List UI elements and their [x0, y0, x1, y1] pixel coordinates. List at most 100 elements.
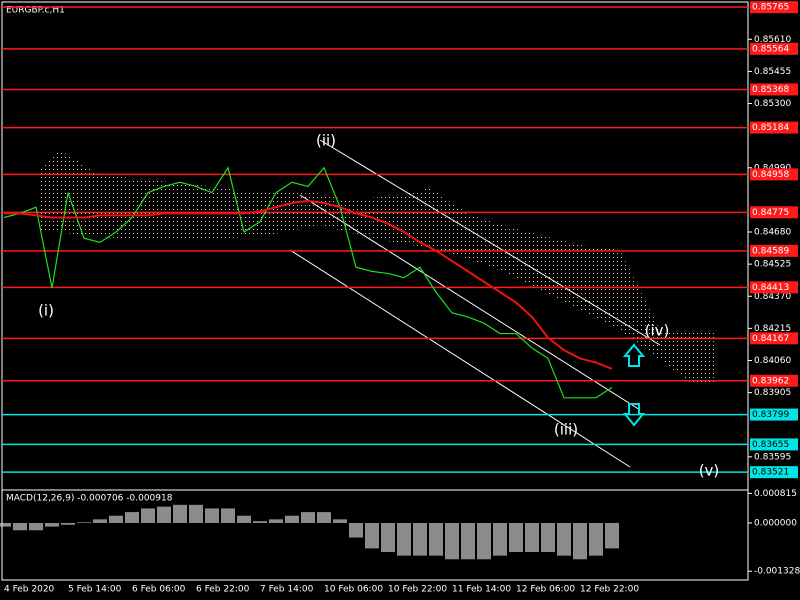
- macd-bar: [493, 522, 507, 556]
- macd-bar: [157, 506, 171, 523]
- level-label-box: [750, 332, 798, 345]
- macd-bar: [253, 521, 267, 523]
- y-tick-label: 0.85455: [754, 67, 791, 77]
- macd-bar: [109, 515, 123, 523]
- level-label: 0.84775: [752, 208, 789, 218]
- x-tick-label: 6 Feb 06:00: [132, 585, 186, 595]
- macd-bar: [349, 522, 363, 538]
- macd-bar: [301, 512, 315, 523]
- level-label-box: [750, 168, 798, 181]
- wave-label: (ii): [316, 132, 336, 150]
- wave-label: (iii): [554, 421, 578, 439]
- macd-bar: [141, 508, 155, 523]
- level-label: 0.83655: [752, 440, 789, 450]
- up-arrow: [622, 343, 646, 367]
- macd-bar: [29, 522, 43, 531]
- y-tick-label: 0.84370: [754, 292, 791, 302]
- macd-bar: [285, 515, 299, 523]
- macd-bar: [429, 522, 443, 556]
- level-label-box: [750, 244, 798, 257]
- macd-bar: [413, 522, 427, 556]
- wave-label: (i): [38, 302, 54, 320]
- macd-bar: [13, 522, 27, 531]
- macd-bar: [221, 508, 235, 523]
- wave-label: (v): [699, 462, 720, 480]
- y-tick-label: 0.85610: [754, 35, 791, 45]
- macd-bar: [333, 519, 347, 523]
- x-tick-label: 4 Feb 2020: [4, 585, 55, 595]
- macd-bar: [381, 522, 395, 553]
- level-label-box: [750, 438, 798, 451]
- level-label: 0.85765: [752, 3, 789, 13]
- macd-bar: [269, 519, 283, 523]
- macd-bar: [541, 522, 555, 553]
- y-tick-label: 0.000000: [754, 518, 797, 528]
- y-tick-label: 0.83905: [754, 388, 791, 398]
- channel-line: [299, 194, 641, 411]
- level-label: 0.85564: [752, 44, 789, 54]
- level-label-box: [750, 42, 798, 55]
- level-label-box: [750, 206, 798, 219]
- level-label: 0.83521: [752, 468, 789, 478]
- wave-label: (iv): [645, 322, 670, 340]
- macd-bar: [205, 508, 219, 523]
- macd-pane-frame: [1, 489, 749, 581]
- macd-bar: [189, 504, 203, 523]
- macd-bar: [445, 522, 459, 560]
- macd-bar: [77, 522, 91, 523]
- macd-bar: [125, 512, 139, 523]
- level-label: 0.83799: [752, 410, 789, 420]
- price-line: [3, 166, 613, 399]
- macd-bar: [173, 504, 187, 523]
- x-tick-label: 12 Feb 22:00: [580, 585, 639, 595]
- level-label-box: [750, 83, 798, 96]
- macd-bar: [605, 522, 619, 549]
- macd-bar: [93, 519, 107, 523]
- macd-bar: [397, 522, 411, 556]
- level-label: 0.84589: [752, 246, 789, 256]
- macd-bar: [461, 522, 475, 560]
- macd-bar: [45, 522, 59, 527]
- level-label-box: [750, 121, 798, 134]
- level-label: 0.85368: [752, 85, 789, 95]
- level-label-box: [750, 1, 798, 14]
- level-label: 0.85184: [752, 123, 789, 133]
- y-tick-label: 0.84990: [754, 163, 791, 173]
- macd-bar: [61, 522, 75, 525]
- macd-bar: [525, 522, 539, 553]
- price-line: [4, 199, 613, 370]
- level-label-box: [750, 281, 798, 294]
- y-tick-label: 0.000815: [754, 489, 797, 499]
- x-tick-label: 11 Feb 14:00: [452, 585, 511, 595]
- macd-bar: [557, 522, 571, 556]
- level-label: 0.83962: [752, 376, 789, 386]
- level-label: 0.84167: [752, 334, 789, 344]
- macd-bar: [365, 522, 379, 549]
- macd-bar: [589, 522, 603, 556]
- y-tick-label: 0.85300: [754, 99, 791, 109]
- macd-bar: [0, 522, 11, 527]
- macd-bar: [317, 512, 331, 523]
- macd-bar: [573, 522, 587, 560]
- x-tick-label: 10 Feb 06:00: [324, 585, 383, 595]
- level-label-box: [750, 466, 798, 479]
- macd-bar: [477, 522, 491, 560]
- y-tick-label: -0.001328: [754, 567, 800, 577]
- macd-bar: [509, 522, 523, 553]
- level-label: 0.84958: [752, 170, 789, 180]
- level-label-box: [750, 374, 798, 387]
- x-tick-label: 6 Feb 22:00: [196, 585, 250, 595]
- y-tick-label: 0.84060: [754, 356, 791, 366]
- macd-bar: [237, 515, 251, 523]
- ichimoku-cloud: [40, 150, 715, 382]
- chart-title: EURGBP.c,H1: [6, 6, 65, 16]
- x-tick-label: 12 Feb 06:00: [516, 585, 575, 595]
- x-tick-label: 10 Feb 22:00: [388, 585, 447, 595]
- y-tick-label: 0.84680: [754, 228, 791, 238]
- channel-line: [289, 249, 631, 468]
- macd-title: MACD(12,26,9) -0.000706 -0.000918: [6, 494, 173, 504]
- x-tick-label: 5 Feb 14:00: [68, 585, 122, 595]
